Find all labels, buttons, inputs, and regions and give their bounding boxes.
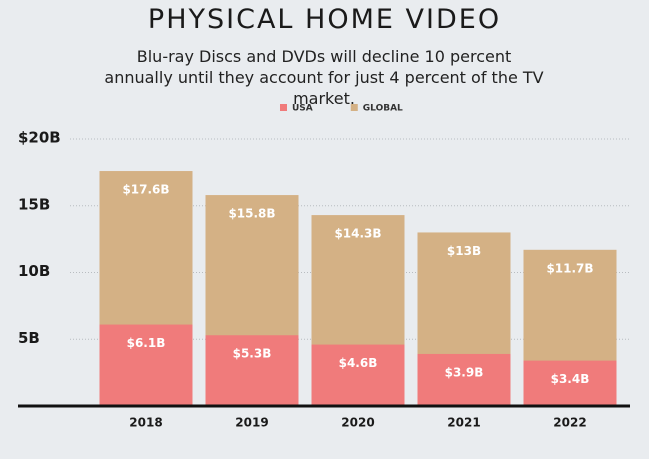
legend-label: GLOBAL [363,104,403,114]
value-label: $13B [447,244,481,258]
value-label: $15.8B [228,207,275,221]
value-label: $3.9B [445,365,484,379]
value-label: $3.4B [551,372,590,386]
value-label: $4.6B [339,356,378,370]
bar [311,344,405,406]
x-tick-label: 2022 [553,416,586,430]
bar [99,324,193,406]
value-label: $11.7B [546,261,593,275]
y-tick-label: $20B [18,129,61,147]
x-tick-label: 2019 [235,416,268,430]
legend-label: USA [292,104,313,114]
value-label: $17.6B [122,183,169,197]
x-tick-label: 2020 [341,416,374,430]
bar [205,335,299,406]
value-label: $5.3B [233,347,272,361]
x-tick-label: 2021 [447,416,480,430]
legend-swatch [350,104,358,111]
value-label: $14.3B [334,227,381,241]
bar [417,353,511,406]
chart-title: PHYSICAL HOME VIDEO [147,4,502,35]
y-tick-label: 15B [18,195,50,213]
value-label: $6.1B [127,336,166,350]
legend-swatch [280,104,287,111]
bar [523,360,617,406]
x-tick-label: 2018 [129,416,162,430]
y-tick-label: 5B [18,329,40,347]
y-tick-label: 10B [18,262,50,280]
chart-subtitle: Blu-ray Discs and DVDs will decline 10 p… [104,47,544,108]
